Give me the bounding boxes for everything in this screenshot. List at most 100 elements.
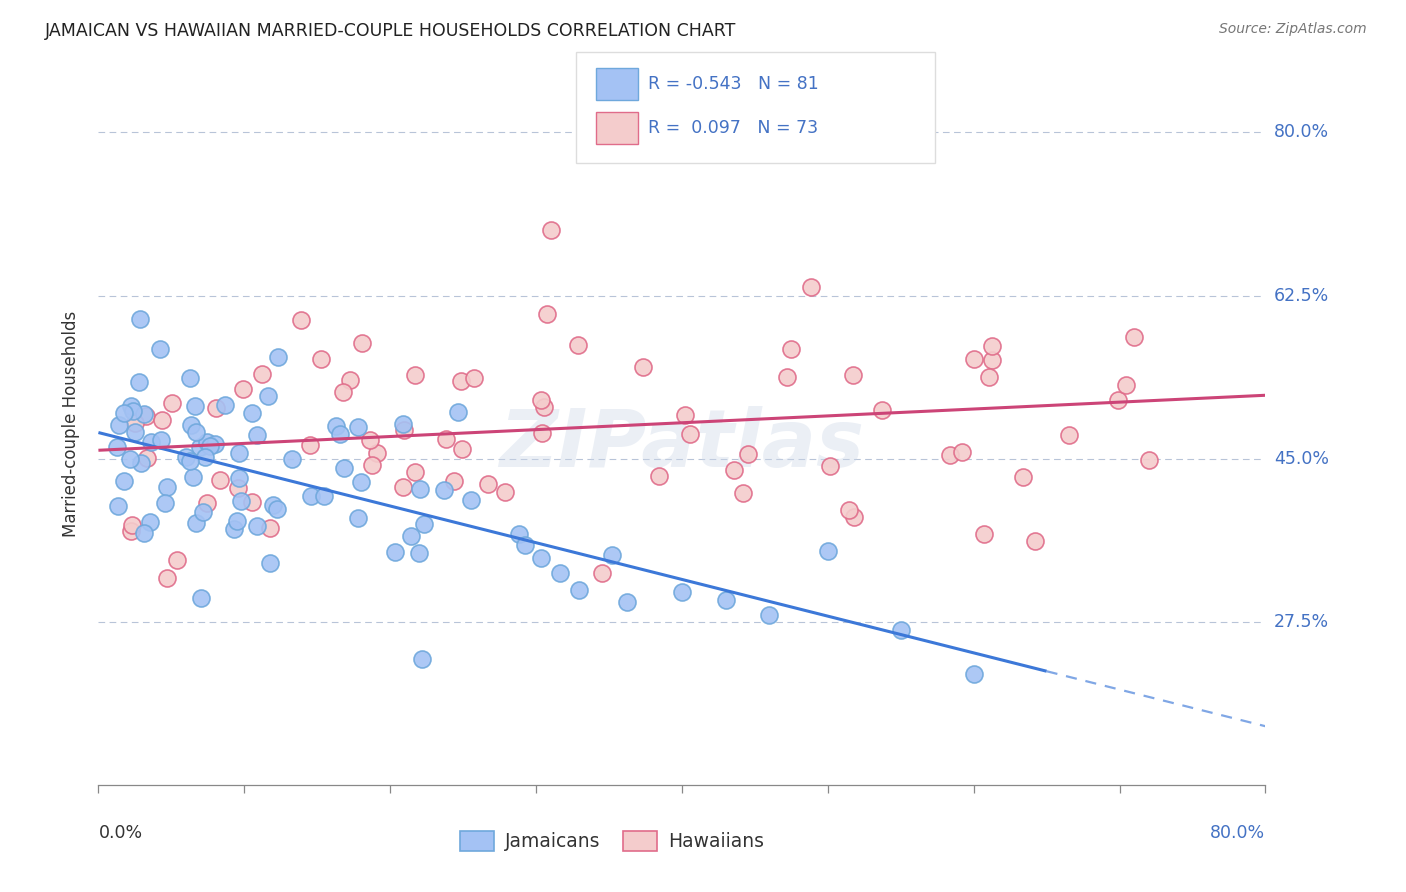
Point — [193, 505, 215, 519]
Point — [451, 442, 474, 456]
Point — [245, 427, 267, 442]
Point — [1012, 470, 1035, 484]
Point — [758, 607, 780, 622]
Point — [179, 371, 201, 385]
Point — [384, 544, 406, 558]
Point — [600, 548, 623, 562]
Text: 62.5%: 62.5% — [1274, 286, 1329, 304]
Point — [309, 351, 332, 366]
Point — [193, 450, 215, 464]
Point — [250, 367, 273, 381]
Point — [392, 479, 415, 493]
Point — [408, 482, 430, 496]
Text: ZIPatlas: ZIPatlas — [499, 407, 865, 484]
Point — [122, 404, 145, 418]
Point — [120, 399, 142, 413]
Point — [508, 526, 530, 541]
Point — [209, 473, 232, 487]
Point — [186, 516, 208, 530]
Point — [714, 592, 737, 607]
Point — [240, 495, 263, 509]
Point — [214, 398, 236, 412]
Point — [240, 406, 263, 420]
Point — [494, 485, 516, 500]
Point — [228, 470, 250, 484]
Point — [120, 451, 142, 466]
Point — [107, 499, 129, 513]
Point — [366, 446, 388, 460]
Point — [226, 481, 249, 495]
Point — [870, 402, 893, 417]
Point — [1057, 428, 1080, 442]
Point — [443, 475, 465, 489]
Point — [477, 477, 499, 491]
Point — [979, 370, 1001, 384]
Text: 0.0%: 0.0% — [98, 824, 142, 842]
Point — [150, 433, 173, 447]
Point — [333, 460, 356, 475]
Legend: Jamaicans, Hawaiians: Jamaicans, Hawaiians — [453, 823, 772, 859]
Point — [112, 406, 135, 420]
Point — [973, 527, 995, 541]
Point — [460, 492, 482, 507]
Point — [817, 544, 839, 558]
Point — [408, 546, 430, 560]
Point — [412, 516, 434, 531]
Point — [349, 475, 371, 489]
Point — [1024, 534, 1046, 549]
Point — [671, 585, 693, 599]
Point — [139, 434, 162, 449]
Point — [226, 514, 249, 528]
Point — [188, 440, 211, 454]
Point — [962, 667, 984, 681]
Text: 45.0%: 45.0% — [1274, 450, 1329, 467]
Point — [176, 450, 198, 464]
Point — [129, 456, 152, 470]
Point — [198, 439, 221, 453]
Point — [401, 529, 423, 543]
Point — [329, 427, 352, 442]
Point — [434, 432, 457, 446]
Point — [150, 413, 173, 427]
Point — [134, 407, 156, 421]
Point — [259, 556, 281, 570]
Point — [332, 385, 354, 400]
Point — [204, 437, 226, 451]
Point — [121, 518, 143, 533]
Point — [818, 458, 841, 473]
Point — [232, 383, 254, 397]
Point — [136, 450, 159, 465]
Point — [290, 313, 312, 327]
Y-axis label: Married-couple Households: Married-couple Households — [62, 310, 80, 537]
Point — [737, 447, 759, 461]
Point — [259, 521, 281, 535]
Point — [184, 399, 207, 413]
Point — [107, 417, 129, 432]
Point — [156, 571, 179, 585]
Point — [800, 279, 823, 293]
Point — [267, 350, 290, 364]
Point — [120, 524, 142, 538]
Point — [166, 553, 188, 567]
Point — [162, 395, 184, 409]
Point — [105, 440, 128, 454]
Point — [779, 342, 801, 356]
Text: 80.0%: 80.0% — [1274, 123, 1329, 141]
Point — [183, 470, 205, 484]
Text: R = -0.543   N = 81: R = -0.543 N = 81 — [648, 75, 818, 93]
Point — [530, 425, 553, 440]
Point — [314, 489, 336, 503]
Text: 80.0%: 80.0% — [1211, 824, 1265, 842]
Point — [346, 510, 368, 524]
Point — [950, 445, 973, 459]
Point — [124, 416, 146, 430]
Point — [392, 423, 415, 437]
Point — [266, 502, 288, 516]
Point — [540, 223, 562, 237]
Point — [447, 404, 470, 418]
Point — [841, 368, 863, 382]
Point — [124, 425, 146, 439]
Point — [530, 392, 553, 407]
Point — [616, 594, 638, 608]
Point — [1107, 393, 1129, 408]
